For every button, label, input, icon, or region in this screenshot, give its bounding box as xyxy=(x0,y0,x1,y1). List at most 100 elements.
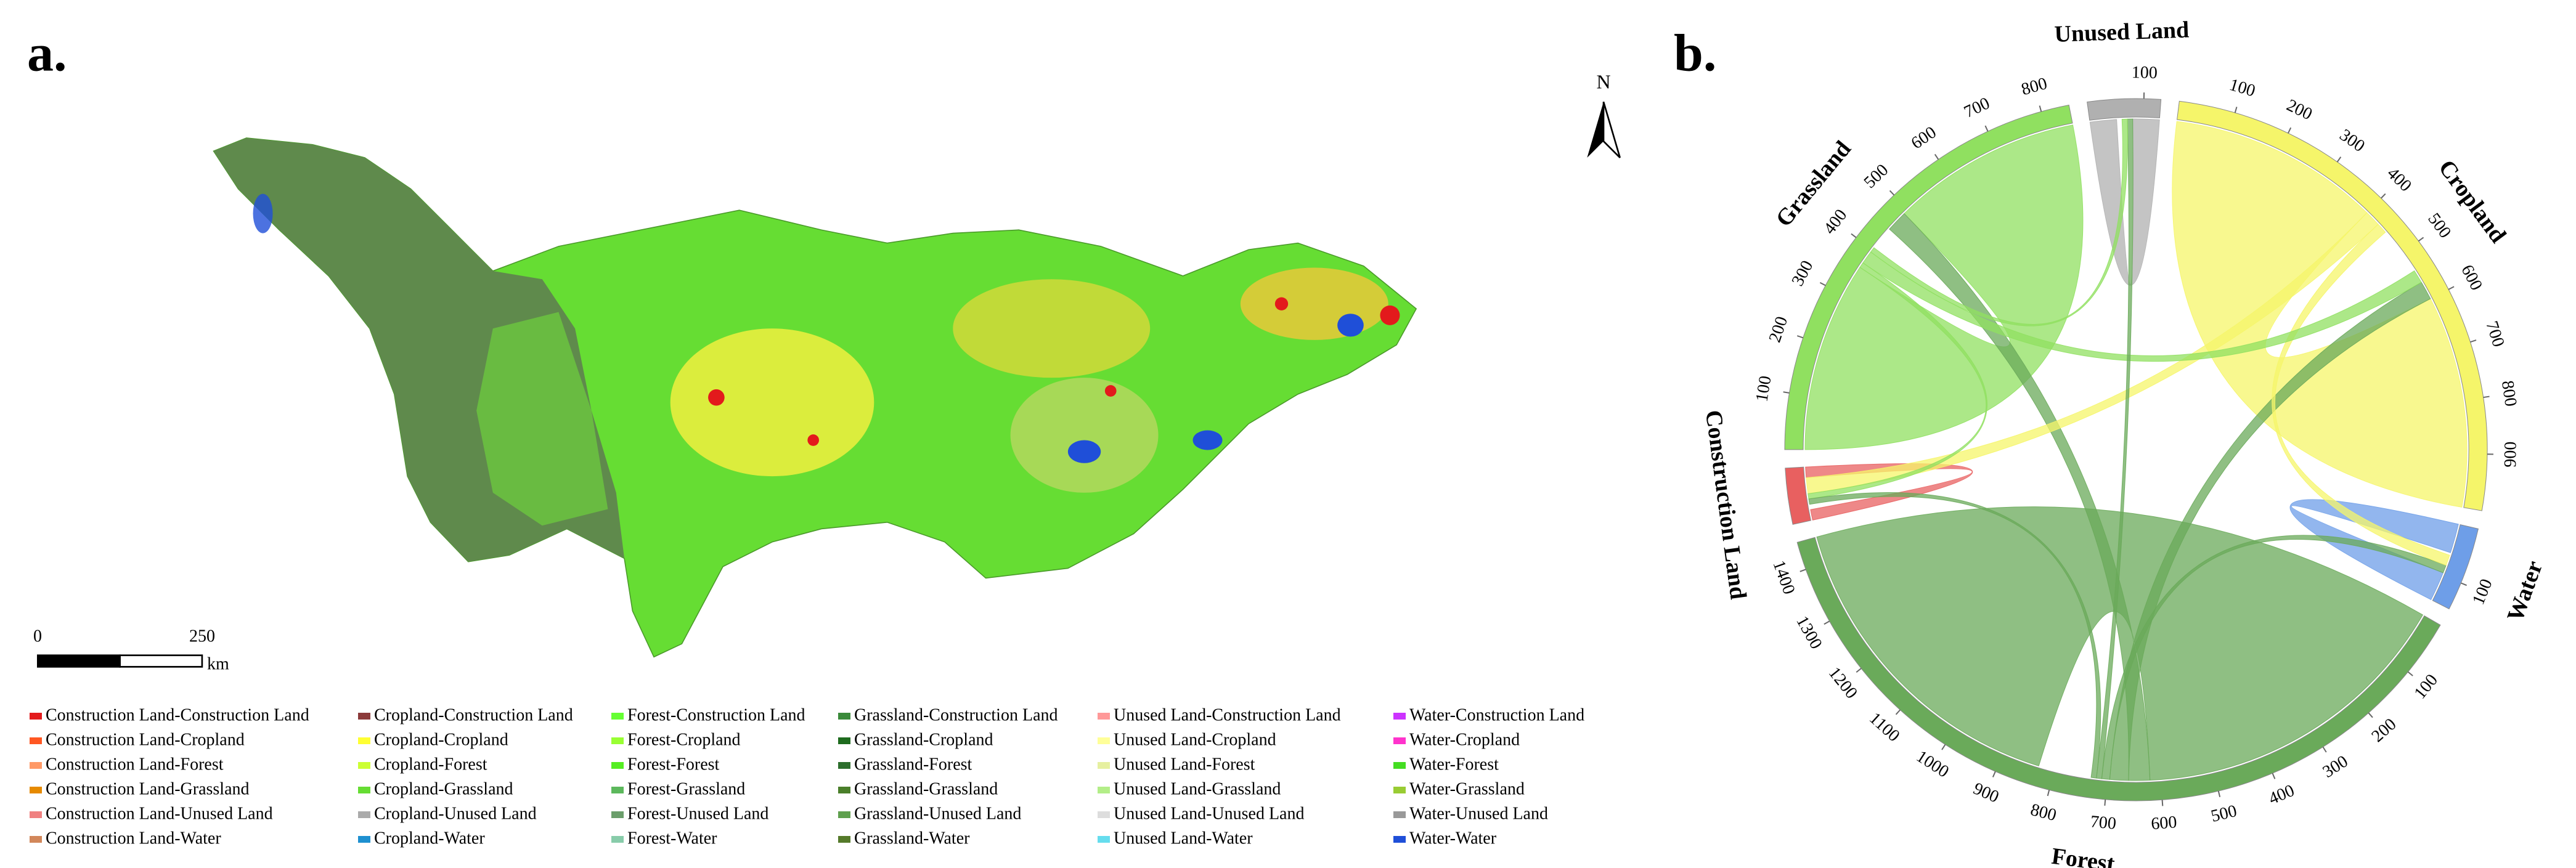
city xyxy=(1274,297,1289,310)
tick-mark xyxy=(1824,620,1830,625)
group-arc xyxy=(2087,98,2162,121)
tick-mark xyxy=(1796,335,1804,339)
legend-swatch xyxy=(1393,762,1406,769)
ribbon xyxy=(1816,506,2423,781)
group-arc xyxy=(2432,524,2479,610)
western-forest xyxy=(476,312,608,526)
tick-mark xyxy=(2418,237,2424,242)
cropland-central xyxy=(1010,378,1159,493)
tick-mark xyxy=(2217,790,2221,798)
tick-label: 400 xyxy=(2383,164,2415,196)
tick-label: 200 xyxy=(2368,715,2400,746)
lake xyxy=(1067,440,1101,463)
tick-label: 200 xyxy=(2283,95,2315,124)
legend-swatch xyxy=(1098,811,1110,818)
legend-label: Cropland-Forest xyxy=(374,755,487,774)
legend-label: Water-Water xyxy=(1409,829,1497,848)
scale-bar-black xyxy=(36,654,121,668)
legend-label: Cropland-Grassland xyxy=(374,779,513,798)
legend-swatch xyxy=(611,762,624,769)
city xyxy=(807,434,820,446)
group-label: Water xyxy=(2502,558,2548,625)
north-arrow xyxy=(1587,101,1621,158)
ribbon xyxy=(1862,251,2422,362)
legend-swatch xyxy=(1098,836,1110,843)
legend-label: Construction Land-Water xyxy=(46,829,221,848)
tick-label: 1200 xyxy=(1825,663,1861,702)
legend-swatch xyxy=(30,737,42,744)
legend-label: Construction Land-Cropland xyxy=(46,730,245,749)
tick-mark xyxy=(1783,391,1790,394)
tick-label: 700 xyxy=(1961,94,1992,122)
legend-label: Unused Land-Construction Land xyxy=(1114,705,1341,724)
legend-swatch xyxy=(838,811,850,818)
legend-swatch xyxy=(358,737,370,744)
legend-swatch xyxy=(1098,762,1110,769)
tick-label: 300 xyxy=(2320,752,2352,782)
tick-label: 500 xyxy=(2209,801,2239,826)
legend-label: Unused Land-Unused Land xyxy=(1114,804,1304,823)
legend-label: Water-Unused Land xyxy=(1409,804,1548,823)
legend-swatch xyxy=(30,713,42,720)
tick-label: 600 xyxy=(2150,813,2177,834)
tick-mark xyxy=(1856,668,1862,673)
tick-mark xyxy=(1992,771,1996,777)
scale-bar-label: 250 xyxy=(189,627,215,646)
lake xyxy=(1192,430,1223,450)
tick-mark xyxy=(1851,233,1857,238)
legend-label: Grassland-Unused Land xyxy=(854,804,1021,823)
legend-swatch xyxy=(358,713,370,720)
group-arc xyxy=(2177,100,2488,511)
legend-label: Grassland-Water xyxy=(854,829,970,848)
ribbon xyxy=(2272,224,2450,566)
tick-mark xyxy=(2336,156,2342,163)
group-label: Forest xyxy=(2050,843,2117,868)
tick-label: 900 xyxy=(2501,441,2521,467)
tick-label: 100 xyxy=(2131,63,2158,83)
legend-swatch xyxy=(1098,787,1110,793)
city xyxy=(1104,385,1117,397)
legend-swatch xyxy=(358,762,370,769)
tick-label: 100 xyxy=(1752,375,1775,403)
legend-label: Forest-Construction Land xyxy=(627,705,805,724)
tick-label: 300 xyxy=(2336,126,2368,156)
legend-label: Cropland-Cropland xyxy=(374,730,508,749)
ribbon xyxy=(1808,492,2101,779)
tick-mark xyxy=(2161,800,2164,806)
legend-label: Construction Land-Construction Land xyxy=(46,705,309,724)
tick-label: 300 xyxy=(1788,258,1817,290)
legend-label: Water-Forest xyxy=(1409,755,1499,774)
legend-label: Unused Land-Forest xyxy=(1114,755,1255,774)
tick-label: 800 xyxy=(2020,74,2050,99)
tick-mark xyxy=(2407,671,2413,676)
tick-mark xyxy=(1941,744,1946,750)
legend-swatch xyxy=(1098,713,1110,720)
legend-label: Water-Construction Land xyxy=(1409,705,1584,724)
legend-swatch xyxy=(838,787,850,793)
tick-label: 1100 xyxy=(1865,709,1904,746)
tick-mark xyxy=(2381,193,2386,199)
cropland-east xyxy=(953,279,1151,378)
tick-label: 100 xyxy=(2469,576,2497,607)
legend-swatch xyxy=(30,762,42,769)
tick-label: 1000 xyxy=(1913,747,1952,781)
group-label: Construction Land xyxy=(1700,408,1751,601)
group-label: Unused Land xyxy=(2054,17,2190,47)
north-label: N xyxy=(1596,70,1610,92)
legend-swatch xyxy=(1393,737,1406,744)
city xyxy=(1380,305,1400,325)
panel-label: a. xyxy=(27,23,67,83)
cropland-basin xyxy=(670,328,874,477)
legend-label: Unused Land-Water xyxy=(1114,829,1253,848)
city xyxy=(708,389,725,406)
legend-label: Construction Land-Forest xyxy=(46,755,224,774)
tick-label: 100 xyxy=(2227,75,2257,101)
tick-label: 700 xyxy=(2482,318,2508,349)
legend-label: Grassland-Cropland xyxy=(854,730,993,749)
scale-bar-unit: km xyxy=(207,654,229,673)
scale-bar-label: 0 xyxy=(33,627,42,646)
legend-swatch xyxy=(1393,811,1406,818)
cropland-delta xyxy=(1240,267,1388,340)
panel-label: b. xyxy=(1674,23,1716,83)
